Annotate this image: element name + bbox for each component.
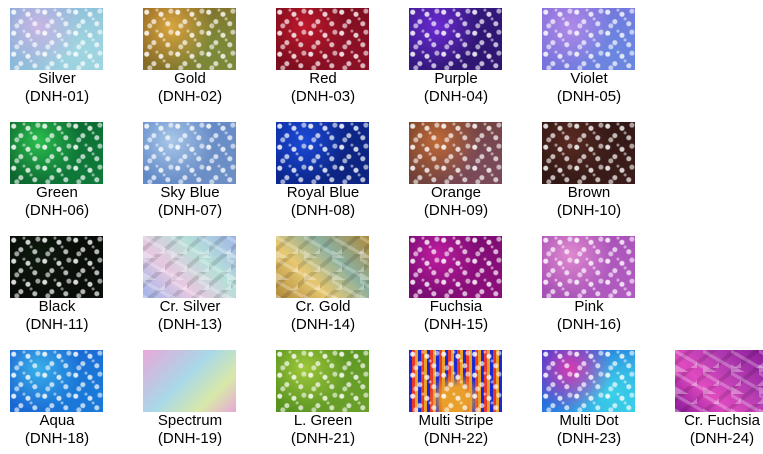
swatch-name: Violet [570, 70, 608, 87]
swatch-item: Brown (DNH-10) [534, 122, 658, 226]
swatch-image [409, 8, 502, 70]
swatch-image [276, 8, 369, 70]
swatch-item: Red (DNH-03) [268, 8, 392, 112]
swatch-image [276, 350, 369, 412]
swatch-code: (DNH-05) [556, 88, 622, 105]
swatch-name: Spectrum [157, 412, 223, 429]
swatch-code: (DNH-23) [556, 430, 622, 447]
swatch-code: (DNH-07) [157, 202, 223, 219]
swatch-code: (DNH-24) [689, 430, 755, 447]
swatch-code: (DNH-01) [24, 88, 90, 105]
swatch-item: Silver (DNH-01) [2, 8, 126, 112]
swatch-image [409, 122, 502, 184]
swatch-image [409, 350, 502, 412]
swatch-code: (DNH-06) [24, 202, 90, 219]
swatch-name: Multi Dot [559, 412, 619, 429]
swatch-code: (DNH-02) [157, 88, 223, 105]
swatch-code: (DNH-22) [423, 430, 489, 447]
swatch-item: Green (DNH-06) [2, 122, 126, 226]
swatch-image [143, 236, 236, 298]
swatch-image [143, 8, 236, 70]
swatch-image [10, 236, 103, 298]
swatch-item: Orange (DNH-09) [401, 122, 525, 226]
swatch-code: (DNH-09) [423, 202, 489, 219]
swatch-image [542, 236, 635, 298]
swatch-item: Aqua (DNH-18) [2, 350, 126, 454]
swatch-name: Orange [430, 184, 482, 201]
swatch-image [542, 350, 635, 412]
swatch-item: Gold (DNH-02) [135, 8, 259, 112]
swatch-name: Cr. Gold [295, 298, 351, 315]
swatch-code: (DNH-14) [290, 316, 356, 333]
swatch-item: Black (DNH-11) [2, 236, 126, 340]
swatch-name: Cr. Fuchsia [684, 412, 760, 429]
swatch-name: Purple [434, 70, 478, 87]
swatch-name: Black [38, 298, 76, 315]
swatch-name: Silver [38, 70, 76, 87]
swatch-image [276, 236, 369, 298]
swatch-item: Cr. Gold (DNH-14) [268, 236, 392, 340]
swatch-item: Spectrum (DNH-19) [135, 350, 259, 454]
swatch-name: Royal Blue [286, 184, 360, 201]
swatch-name: L. Green [293, 412, 353, 429]
swatch-name: Cr. Silver [159, 298, 221, 315]
swatch-image [143, 122, 236, 184]
swatch-image [542, 8, 635, 70]
swatch-code: (DNH-04) [423, 88, 489, 105]
swatch-item: Royal Blue (DNH-08) [268, 122, 392, 226]
swatch-name: Gold [174, 70, 206, 87]
swatch-code: (DNH-10) [556, 202, 622, 219]
swatch-code: (DNH-19) [157, 430, 223, 447]
swatch-name: Aqua [39, 412, 75, 429]
swatch-image [143, 350, 236, 412]
swatch-code: (DNH-15) [423, 316, 489, 333]
swatch-name: Fuchsia [429, 298, 483, 315]
swatch-name: Pink [574, 298, 604, 315]
swatch-item: Purple (DNH-04) [401, 8, 525, 112]
swatch-item: Pink (DNH-16) [534, 236, 658, 340]
swatch-name: Brown [567, 184, 611, 201]
swatch-code: (DNH-08) [290, 202, 356, 219]
swatch-image [10, 350, 103, 412]
swatch-name: Multi Stripe [418, 412, 494, 429]
swatch-code: (DNH-16) [556, 316, 622, 333]
swatch-code: (DNH-18) [24, 430, 90, 447]
swatch-image [10, 8, 103, 70]
swatch-item: Multi Stripe (DNH-22) [401, 350, 525, 454]
swatch-item: Fuchsia (DNH-15) [401, 236, 525, 340]
swatch-item: L. Green (DNH-21) [268, 350, 392, 454]
swatch-image [675, 350, 763, 412]
swatch-code: (DNH-03) [290, 88, 356, 105]
swatch-item: Cr. Silver (DNH-13) [135, 236, 259, 340]
swatch-item: Cr. Fuchsia (DNH-24) [667, 350, 763, 454]
swatch-name: Sky Blue [160, 184, 220, 201]
swatch-code: (DNH-13) [157, 316, 223, 333]
swatch-image [542, 122, 635, 184]
swatch-image [276, 122, 369, 184]
swatch-name: Green [36, 184, 78, 201]
swatch-image [409, 236, 502, 298]
swatch-image [10, 122, 103, 184]
swatch-code: (DNH-21) [290, 430, 356, 447]
swatch-item: Multi Dot (DNH-23) [534, 350, 658, 454]
swatch-item: Violet (DNH-05) [534, 8, 658, 112]
swatch-code: (DNH-11) [25, 316, 89, 333]
swatch-item: Sky Blue (DNH-07) [135, 122, 259, 226]
swatch-name: Red [309, 70, 337, 87]
